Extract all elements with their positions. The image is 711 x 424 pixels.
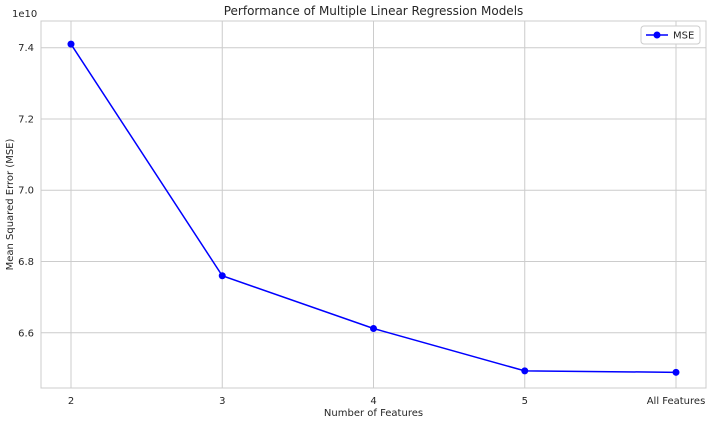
- x-tick-label: 3: [219, 396, 225, 407]
- x-axis-label: Number of Features: [324, 408, 423, 419]
- y-tick-label: 6.8: [18, 257, 34, 268]
- plot-frame: [40, 20, 707, 389]
- data-point: [67, 40, 75, 48]
- tick-labels: 2 3 4 5 All Features 6.6 6.8 7.0 7.2 7.4: [18, 43, 705, 407]
- y-tick-label: 6.6: [18, 328, 34, 339]
- data-point: [218, 272, 226, 280]
- grid-lines: [41, 21, 706, 388]
- data-point: [521, 367, 529, 375]
- y-tick-label: 7.2: [18, 114, 34, 125]
- chart-title: Performance of Multiple Linear Regressio…: [224, 4, 524, 18]
- x-tick-label: All Features: [647, 396, 706, 407]
- y-axis-label: Mean Squared Error (MSE): [5, 139, 16, 271]
- y-offset-label: 1e10: [12, 9, 37, 20]
- legend-label: MSE: [673, 31, 694, 42]
- data-point: [672, 368, 680, 376]
- x-tick-label: 4: [370, 396, 376, 407]
- y-tick-label: 7.0: [18, 186, 34, 197]
- y-tick-label: 7.4: [18, 43, 34, 54]
- legend: MSE: [640, 25, 701, 45]
- legend-box: [640, 25, 701, 45]
- data-layer: [67, 40, 680, 376]
- legend-marker: [653, 31, 661, 39]
- x-tick-label: 5: [522, 396, 528, 407]
- data-point: [370, 324, 377, 332]
- x-tick-label: 2: [68, 396, 74, 407]
